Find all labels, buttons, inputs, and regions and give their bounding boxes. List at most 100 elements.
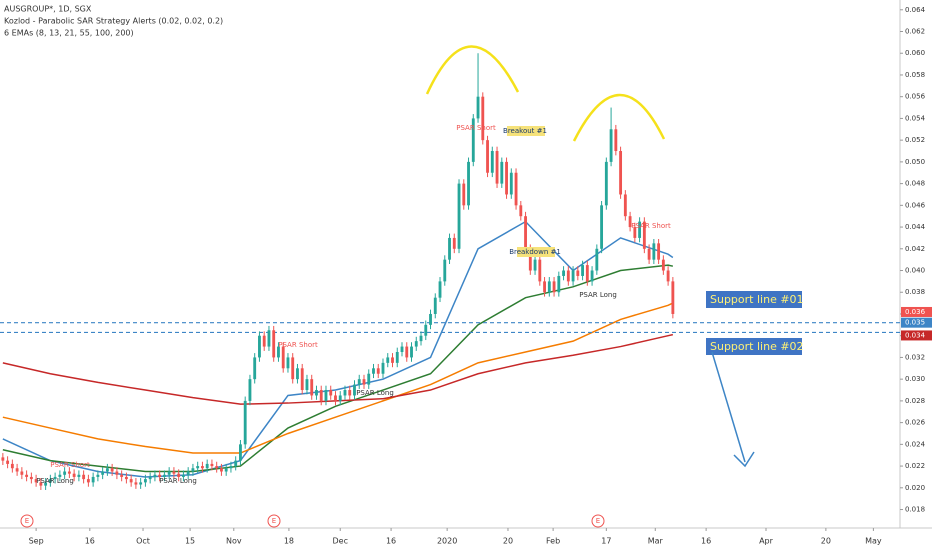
ema-line — [2, 333, 674, 405]
ema-line — [2, 264, 674, 473]
candle-body — [514, 172, 518, 206]
candle-body — [177, 473, 181, 477]
candle-body — [158, 474, 162, 477]
y-tick-label: 0.018 — [905, 506, 925, 514]
candle-body — [471, 118, 475, 162]
candle-body — [15, 468, 19, 472]
candle-body — [215, 466, 219, 469]
candle-body — [91, 476, 95, 483]
candle-body — [633, 227, 637, 238]
annotation: PSAR Short — [50, 461, 90, 469]
candle-body — [538, 259, 542, 282]
candle-body — [86, 479, 90, 483]
candle-body — [590, 270, 594, 282]
x-tick-label: 20 — [821, 537, 831, 546]
candle-body — [543, 281, 546, 293]
y-tick-label: 0.050 — [905, 158, 925, 166]
candle-body — [77, 474, 81, 477]
x-tick-label: Oct — [136, 537, 150, 546]
y-tick-label: 0.046 — [905, 201, 926, 209]
candle-body — [124, 476, 128, 480]
candle-body — [286, 357, 290, 369]
candle-body — [1, 457, 5, 461]
support-price-tag: 0.034 — [905, 331, 926, 339]
x-tick-label: Nov — [226, 537, 242, 546]
candle-body — [481, 96, 485, 141]
y-tick-label: 0.062 — [905, 28, 925, 36]
y-tick-label: 0.030 — [905, 375, 925, 383]
y-tick-label: 0.022 — [905, 462, 925, 470]
candle-body — [324, 390, 328, 401]
candle-body — [34, 479, 38, 483]
candle-body — [310, 379, 314, 396]
candle-body — [661, 259, 665, 271]
candle-body — [281, 346, 285, 369]
support-price-tag-box — [901, 330, 932, 341]
y-tick-label: 0.020 — [905, 484, 925, 492]
candle-body — [272, 330, 276, 358]
candle-body — [509, 172, 513, 195]
support-price-tag: 0.035 — [905, 319, 925, 327]
y-tick-label: 0.054 — [905, 114, 926, 122]
candle-body — [153, 474, 157, 477]
candle-body — [619, 151, 623, 195]
candle-body — [362, 379, 366, 385]
candle-body — [443, 259, 447, 282]
candle-body — [524, 216, 527, 249]
indicator-label: 6 EMAs (8, 13, 21, 55, 100, 200) — [4, 29, 134, 38]
annotation: PSAR Long — [579, 291, 617, 299]
candle-body — [186, 471, 190, 475]
event-label: E — [596, 517, 600, 525]
annotation: PSAR Long — [356, 389, 394, 397]
candle-body — [628, 216, 632, 228]
candle-body — [505, 161, 508, 195]
candle-body — [367, 373, 371, 385]
candle-body — [562, 270, 565, 276]
candle-body — [300, 368, 304, 391]
candle-body — [143, 479, 147, 483]
y-tick-label: 0.032 — [905, 353, 925, 361]
candle-body — [319, 390, 323, 401]
candle-body — [115, 471, 119, 475]
candle-body — [139, 482, 143, 485]
x-tick-label: Feb — [546, 537, 560, 546]
candle-body — [600, 205, 604, 249]
candle-body — [557, 275, 561, 293]
candle-body — [315, 390, 318, 396]
candle-body — [120, 474, 124, 477]
candle-body — [657, 243, 661, 260]
x-tick-label: Apr — [759, 537, 774, 546]
candle-body — [220, 468, 223, 472]
candle-body — [519, 205, 523, 217]
candle-body — [291, 357, 295, 380]
candle-body — [414, 341, 418, 347]
candle-body — [248, 379, 252, 401]
x-tick-label: 18 — [284, 537, 294, 546]
support-label-box — [706, 291, 802, 308]
candle-body — [462, 183, 466, 206]
last-price-tag: 0.036 — [905, 308, 926, 316]
candle-body — [110, 468, 114, 472]
candle-body — [329, 390, 333, 396]
candle-body — [381, 362, 385, 374]
y-tick-label: 0.052 — [905, 136, 925, 144]
candle-body — [82, 474, 86, 480]
annotation: Breakout #1 — [503, 127, 547, 135]
candle-body — [438, 281, 442, 298]
x-tick-label: 20 — [503, 537, 513, 546]
candle-body — [167, 471, 171, 475]
candle-body — [623, 194, 627, 217]
candle-body — [191, 468, 195, 472]
annotation-box — [517, 247, 555, 257]
candle-body — [642, 221, 646, 249]
candle-body — [277, 346, 280, 358]
support-price-tag-box — [901, 317, 932, 328]
candle-body — [181, 474, 185, 477]
y-tick-label: 0.056 — [905, 93, 926, 101]
candle-body — [338, 395, 342, 401]
x-tick-label: May — [865, 537, 882, 546]
candle-body — [410, 346, 413, 358]
candle-body — [134, 482, 138, 485]
candle-body — [652, 243, 656, 260]
candle-body — [348, 390, 352, 396]
